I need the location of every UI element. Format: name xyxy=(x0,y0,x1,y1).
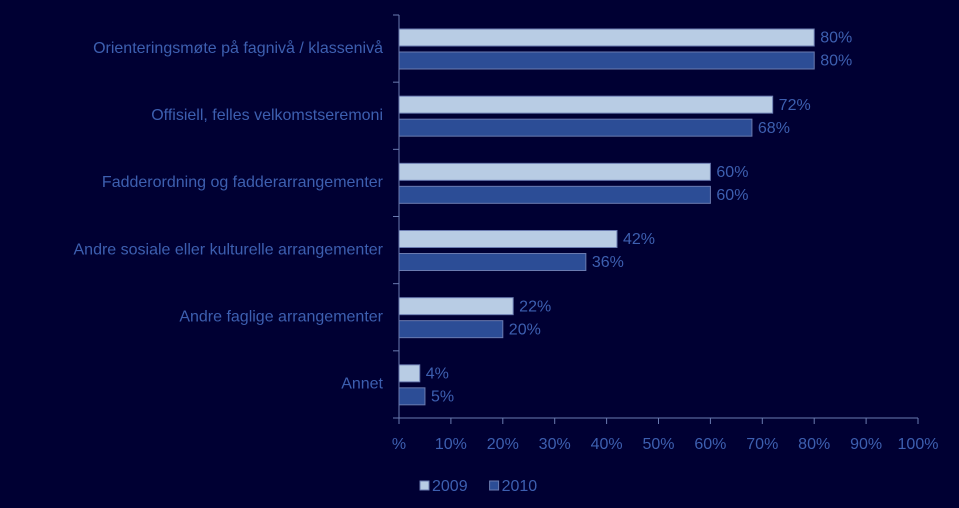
x-tick-label: 30% xyxy=(539,436,571,453)
value-label: 36% xyxy=(592,254,624,271)
x-tick-label: 40% xyxy=(591,436,623,453)
value-label: 20% xyxy=(509,321,541,338)
category-label: Fadderordning og fadderarrangementer xyxy=(102,174,384,191)
legend-swatch xyxy=(489,480,500,491)
x-tick-label: 10% xyxy=(435,436,467,453)
bar xyxy=(398,28,815,47)
x-tick-label: 90% xyxy=(850,436,882,453)
x-tick-label: 50% xyxy=(642,436,674,453)
legend-label: 2010 xyxy=(502,478,538,495)
category-label: Andre faglige arrangementer xyxy=(179,308,383,325)
value-label: 68% xyxy=(758,120,790,137)
bar xyxy=(398,95,774,114)
value-label: 4% xyxy=(426,366,449,383)
bar xyxy=(398,118,753,137)
category-label: Orienteringsmøte på fagnivå / klassenivå xyxy=(93,39,383,57)
legend-swatch xyxy=(419,480,430,491)
x-tick-label: 80% xyxy=(798,436,830,453)
bar xyxy=(398,185,711,204)
bar xyxy=(398,387,426,406)
value-label: 60% xyxy=(716,187,748,204)
value-label: 80% xyxy=(820,53,852,70)
value-label: 42% xyxy=(623,231,655,248)
bar xyxy=(398,162,711,181)
value-label: 60% xyxy=(716,164,748,181)
bar xyxy=(398,253,587,271)
bar xyxy=(398,51,815,70)
value-label: 5% xyxy=(431,389,454,406)
legend-label: 2009 xyxy=(432,478,468,495)
x-tick-label: 70% xyxy=(746,436,778,453)
value-label: 22% xyxy=(519,298,551,315)
bar xyxy=(398,297,514,316)
category-label: Andre sosiale eller kulturelle arrangeme… xyxy=(74,241,384,258)
category-label: Offisiell, felles velkomstseremoni xyxy=(151,107,383,124)
x-tick-label: % xyxy=(392,436,406,453)
x-tick-label: 20% xyxy=(487,436,519,453)
x-tick-label: 100% xyxy=(898,436,939,453)
value-label: 72% xyxy=(779,97,811,114)
bar xyxy=(398,320,504,339)
x-tick-label: 60% xyxy=(694,436,726,453)
value-label: 80% xyxy=(820,30,852,47)
bar xyxy=(398,364,421,383)
bar xyxy=(398,230,618,248)
category-label: Annet xyxy=(341,376,383,393)
